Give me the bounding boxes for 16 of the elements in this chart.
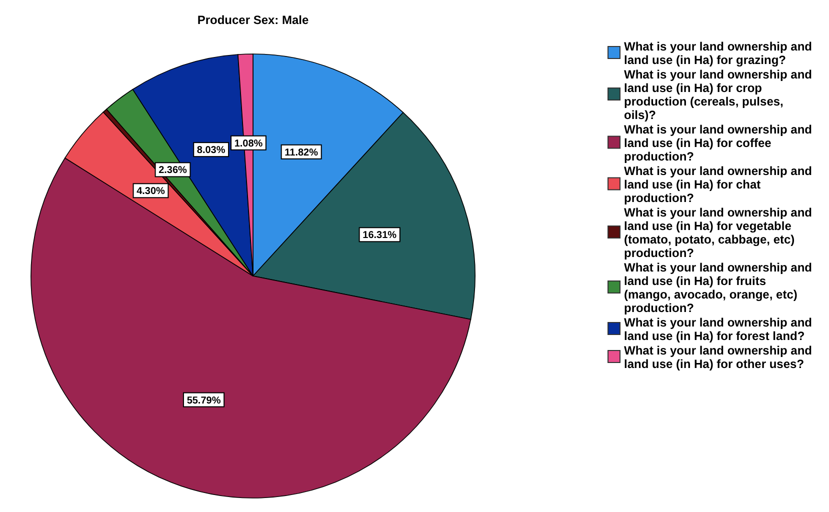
legend-label: What is your land ownership and land use (in Ha) for crop production (cereals, pulses, oils)? [624, 68, 812, 122]
data-label: 4.30% [136, 186, 166, 198]
data-label: 8.03% [196, 145, 226, 156]
data-label: 1.08% [234, 138, 263, 150]
data-label: 2.36% [158, 165, 188, 176]
chart-title: Producer Sex: Male [197, 13, 310, 27]
data-label: 16.31% [362, 230, 397, 242]
legend-label: What is your land ownership and land use (in Ha) for chat production? [624, 164, 812, 205]
legend-label: What is your land ownership and land use (in Ha) for grazing? [624, 40, 812, 67]
legend-label: What is your land ownership and land use (in Ha) for coffee production? [624, 122, 812, 164]
data-label: 55.79% [186, 395, 221, 406]
legend-label: What is your land ownership and land use (in Ha) for forest land? [624, 316, 812, 343]
data-label: 11.82% [284, 147, 318, 158]
legend-label: What is your land ownership and land use (in Ha) for fruits (mango, avocado, orange, etc) production? [624, 260, 812, 315]
legend-label: What is your land ownership and land use (in Ha) for other uses? [624, 344, 812, 371]
legend-label: What is your land ownership and land use (in Ha) for vegetable (tomato, potato, cabbage, etc) production? [624, 206, 812, 260]
